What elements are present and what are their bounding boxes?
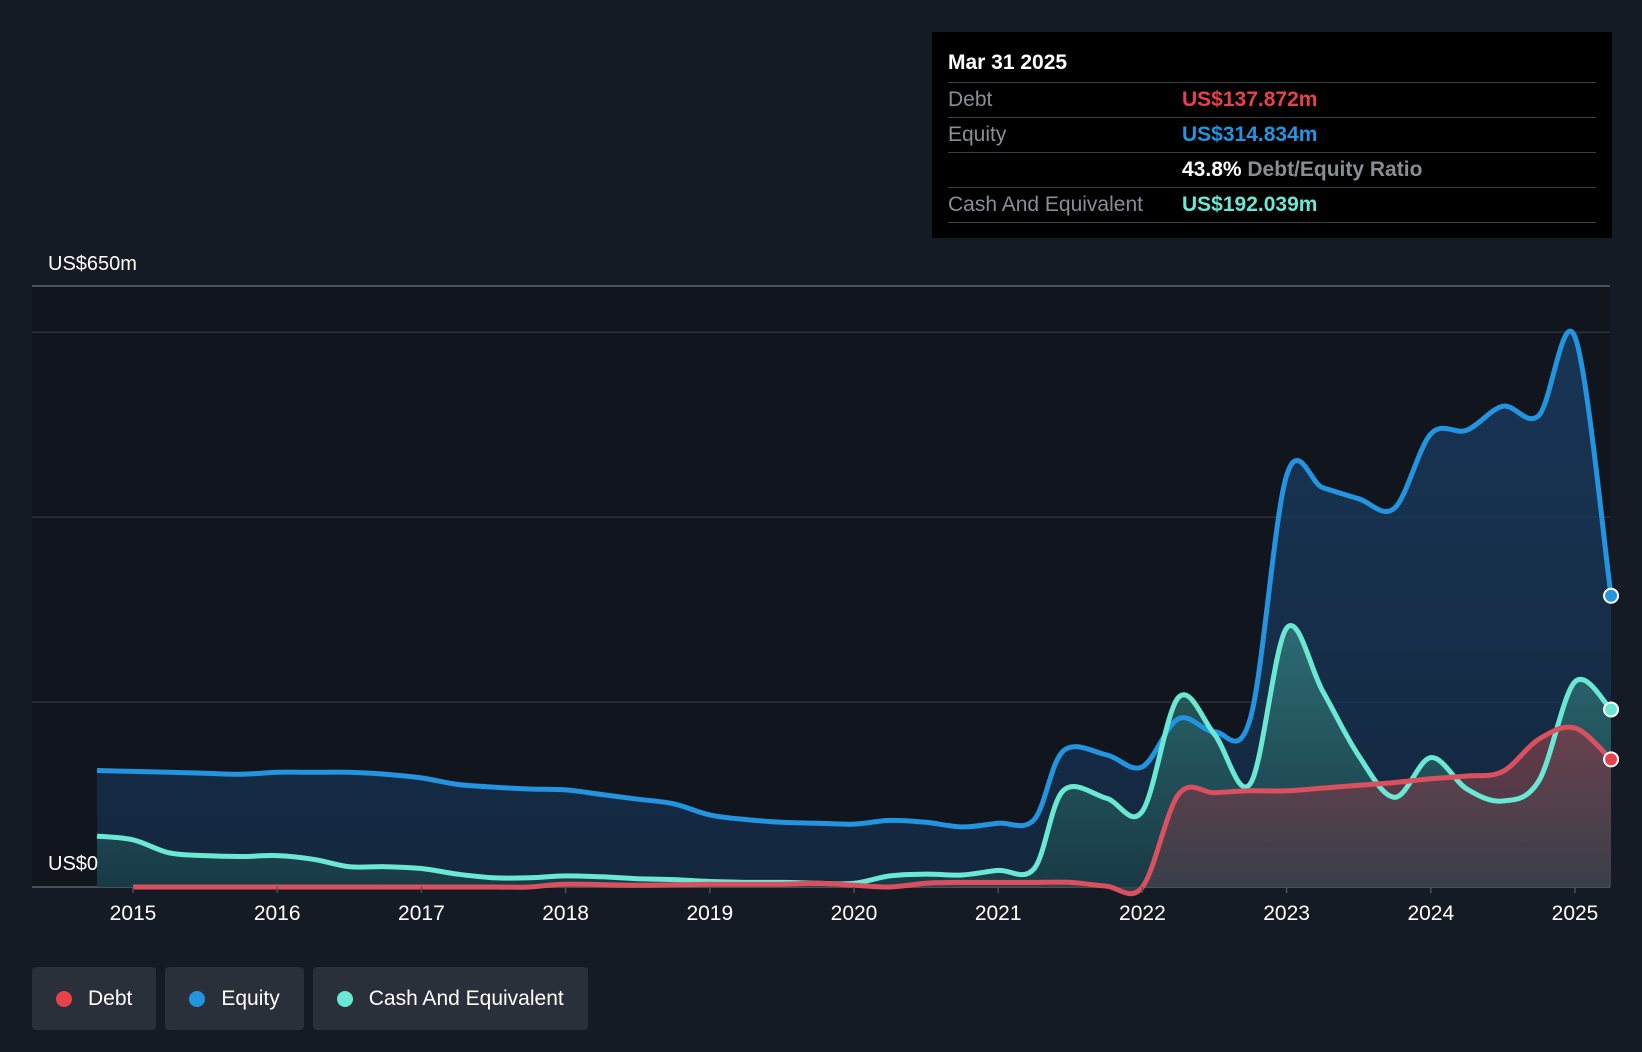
tooltip-panel: Mar 31 2025 Debt US$137.872m Equity US$3… [932,32,1612,238]
x-tick-label: 2019 [686,902,733,925]
x-tick-label: 2018 [542,902,589,925]
tooltip-ratio: 43.8% Debt/Equity Ratio [1182,153,1422,187]
x-tick-label: 2023 [1263,902,1310,925]
tooltip-equity-label: Equity [948,123,1007,146]
legend-debt-label: Debt [88,986,133,1010]
tooltip-row-debt: Debt US$137.872m [948,83,1596,118]
y-axis-bottom-label: US$0 [48,853,98,875]
tooltip-cash-value: US$192.039m [1182,193,1318,216]
cash-dot-icon [336,990,353,1007]
debt-line [132,724,1613,897]
x-tick-label: 2021 [975,902,1022,925]
x-tick-label: 2017 [398,902,445,925]
equity-endpoint-marker [1603,587,1620,604]
tooltip-ratio-value: 43.8% [1182,158,1242,181]
debt-area [133,727,1611,894]
x-tick-label: 2022 [1119,902,1166,925]
x-tick-label: 2024 [1407,902,1454,925]
legend-item-cash[interactable]: Cash And Equivalent [312,967,588,1030]
tooltip-cash-label: Cash And Equivalent [948,193,1143,216]
equity-line [96,328,1614,830]
debt-endpoint-marker [1603,751,1620,768]
tooltip-date: Mar 31 2025 [948,48,1596,83]
tooltip-debt-label: Debt [948,88,993,111]
x-tick-label: 2015 [110,902,157,925]
tooltip-row-cash: Cash And Equivalent US$192.039m [948,188,1596,223]
equity-area [97,331,1611,888]
tooltip-debt-value: US$137.872m [1182,88,1318,111]
tooltip-row-ratio: 43.8% Debt/Equity Ratio [948,153,1596,188]
debt-dot-icon [56,990,72,1007]
tooltip-ratio-label [948,153,1182,187]
y-axis-top-label: US$650m [48,253,137,275]
legend-equity-label: Equity [221,986,280,1010]
x-tick-label: 2025 [1552,902,1599,925]
equity-dot-icon [189,990,206,1007]
x-tick-label: 2020 [831,902,878,925]
tooltip-row-equity: Equity US$314.834m [948,118,1596,153]
tooltip-ratio-text: Debt/Equity Ratio [1247,158,1423,181]
legend-item-debt[interactable]: Debt [32,967,157,1030]
legend-cash-label: Cash And Equivalent [368,986,564,1010]
tooltip-equity-value: US$314.834m [1182,123,1318,146]
cash-endpoint-marker [1603,701,1620,718]
cash-line [96,623,1613,887]
legend-item-equity[interactable]: Equity [165,967,304,1030]
legend: Debt Equity Cash And Equivalent [32,967,588,1030]
x-tick-label: 2016 [254,902,301,925]
